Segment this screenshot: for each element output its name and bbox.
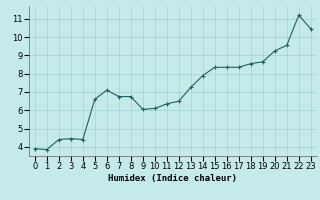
X-axis label: Humidex (Indice chaleur): Humidex (Indice chaleur) [108, 174, 237, 183]
